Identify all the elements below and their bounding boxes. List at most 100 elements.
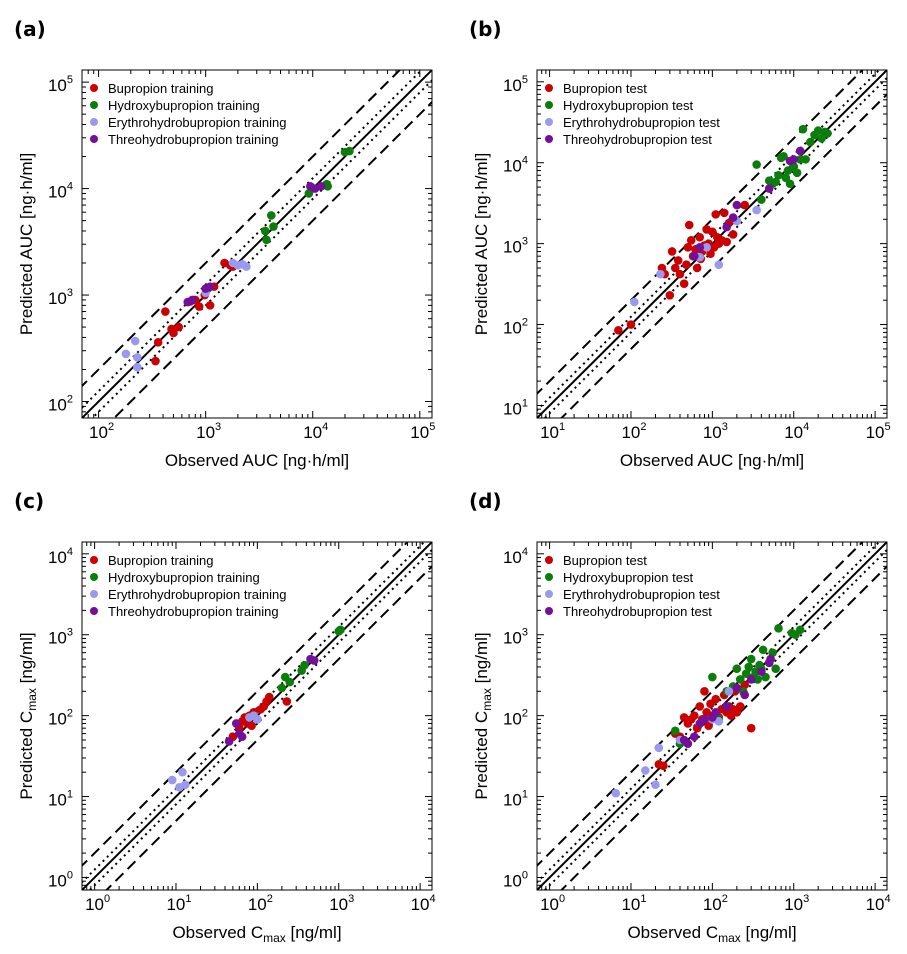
y-axis-label: Predicted AUC [ng·h/ml]	[17, 153, 36, 335]
x-axis-label: Observed AUC [ng·h/ml]	[165, 451, 349, 470]
legend-entry: Erythrohydrobupropion test	[563, 587, 720, 602]
data-point-hydroxybupropion	[708, 672, 717, 682]
data-point-threohydrobupropion	[732, 200, 742, 210]
data-point-threohydrobupropion	[187, 295, 197, 305]
data-point-hydroxybupropion	[277, 683, 287, 693]
data-point-threohydrobupropion	[766, 654, 775, 664]
data-point-bupropion	[684, 220, 694, 230]
data-point-hydroxybupropion	[823, 129, 832, 138]
fold-2-upper-line	[537, 70, 864, 396]
legend-marker	[545, 556, 553, 564]
axis-ticks	[81, 70, 432, 419]
y-axis-label: Predicted Cmax [ng/ml]	[472, 632, 494, 799]
data-point-bupropion	[153, 337, 163, 347]
tick-label: 102	[703, 893, 728, 914]
tick-label: 104	[411, 893, 436, 914]
legend-entry: Hydroxybupropion training	[108, 98, 260, 113]
data-point-hydroxybupropion	[774, 624, 783, 633]
data-point-hydroxybupropion	[670, 726, 680, 736]
data-point-threohydrobupropion	[309, 656, 319, 665]
data-point-hydroxybupropion	[304, 189, 314, 198]
data-point-bupropion	[683, 243, 693, 252]
tick-label: 101	[166, 893, 191, 914]
legend-entry: Bupropion training	[108, 553, 214, 568]
data-point-hydroxybupropion	[735, 675, 745, 684]
data-point-hydroxybupropion	[744, 662, 754, 672]
tick-label: 104	[503, 546, 528, 567]
data-point-erythrohydrobupropion	[654, 743, 664, 753]
fold-1.25-upper-line	[537, 542, 881, 884]
data-point-erythrohydrobupropion	[167, 775, 177, 785]
data-point-hydroxybupropion	[795, 625, 805, 635]
y-axis-label: Predicted AUC [ng·h/ml]	[472, 153, 491, 335]
data-point-threohydrobupropion	[690, 732, 699, 741]
legend-marker	[90, 590, 98, 598]
legend-entry: Erythrohydrobupropion training	[108, 115, 287, 130]
tick-label: 103	[196, 421, 221, 442]
data-point-bupropion	[695, 702, 705, 711]
tick-label: 101	[540, 421, 565, 442]
data-point-erythrohydrobupropion	[180, 780, 190, 790]
legend-marker	[90, 101, 98, 109]
fold-2-lower-line	[105, 564, 432, 890]
legend-marker	[545, 118, 553, 126]
data-point-erythrohydrobupropion	[752, 205, 761, 215]
data-point-bupropion	[706, 249, 715, 259]
data-point-erythrohydrobupropion	[130, 336, 140, 346]
legend-entry: Threohydrobupropion test	[563, 132, 712, 147]
tick-label: 104	[866, 893, 891, 914]
data-point-bupropion	[670, 263, 680, 273]
data-point-erythrohydrobupropion	[702, 243, 711, 252]
legend: Bupropion training Hydroxybupropion train…	[90, 81, 287, 147]
data-point-bupropion	[690, 711, 699, 720]
data-point-threohydrobupropion	[205, 282, 215, 291]
tick-label: 104	[48, 181, 73, 202]
data-point-threohydrobupropion	[711, 707, 721, 717]
data-point-hydroxybupropion	[266, 211, 276, 220]
data-point-bupropion	[205, 301, 215, 310]
legend-entry: Erythrohydrobupropion training	[108, 587, 287, 602]
tick-label: 102	[621, 421, 646, 442]
data-point-threohydrobupropion	[746, 675, 756, 684]
tick-label: 105	[48, 74, 73, 95]
legend-marker	[545, 607, 553, 615]
data-point-hydroxybupropion	[801, 155, 810, 164]
data-point-erythrohydrobupropion	[630, 297, 639, 307]
panel-a: (a) 102 103 104 105 102 103 104 105 Observed AUC …	[14, 17, 435, 470]
data-point-erythrohydrobupropion	[178, 767, 187, 777]
data-point-bupropion	[665, 290, 675, 300]
data-point-bupropion	[711, 210, 721, 219]
panel-letter: (d)	[469, 489, 502, 513]
data-point-erythrohydrobupropion	[724, 686, 734, 696]
data-point-hydroxybupropion	[741, 669, 751, 678]
legend-marker	[545, 573, 553, 581]
data-point-erythrohydrobupropion	[242, 262, 251, 271]
tick-label: 104	[784, 421, 809, 442]
data-point-bupropion	[719, 208, 729, 218]
data-point-bupropion	[735, 702, 745, 711]
panel-letter: (c)	[14, 489, 44, 513]
legend-marker	[90, 84, 98, 92]
data-point-threohydrobupropion	[789, 155, 799, 164]
data-point-hydroxybupropion	[806, 137, 815, 147]
tick-label: 101	[503, 789, 528, 810]
data-point-erythrohydrobupropion	[656, 269, 665, 279]
tick-label: 100	[540, 893, 565, 914]
fold-2-lower-line	[560, 92, 887, 418]
data-point-hydroxybupropion	[732, 664, 742, 674]
data-point-hydroxybupropion	[817, 134, 826, 143]
data-point-erythrohydrobupropion	[121, 349, 131, 359]
data-point-erythrohydrobupropion	[714, 260, 724, 269]
tick-label: 102	[48, 708, 73, 729]
tick-label: 101	[621, 893, 646, 914]
tick-label: 103	[329, 893, 354, 914]
legend: Bupropion training Hydroxybupropion train…	[90, 553, 287, 619]
data-point-bupropion	[746, 723, 756, 733]
panel-d: (d) 100 101 102 103 104 100 101 102 103 104 Observe…	[469, 489, 891, 945]
data-point-erythrohydrobupropion	[133, 362, 142, 372]
tick-label: 102	[89, 421, 114, 442]
data-point-bupropion	[722, 237, 731, 247]
x-axis-label: Observed Cmax [ng/ml]	[172, 923, 341, 945]
data-point-erythrohydrobupropion	[611, 788, 621, 798]
data-point-bupropion	[679, 279, 689, 288]
